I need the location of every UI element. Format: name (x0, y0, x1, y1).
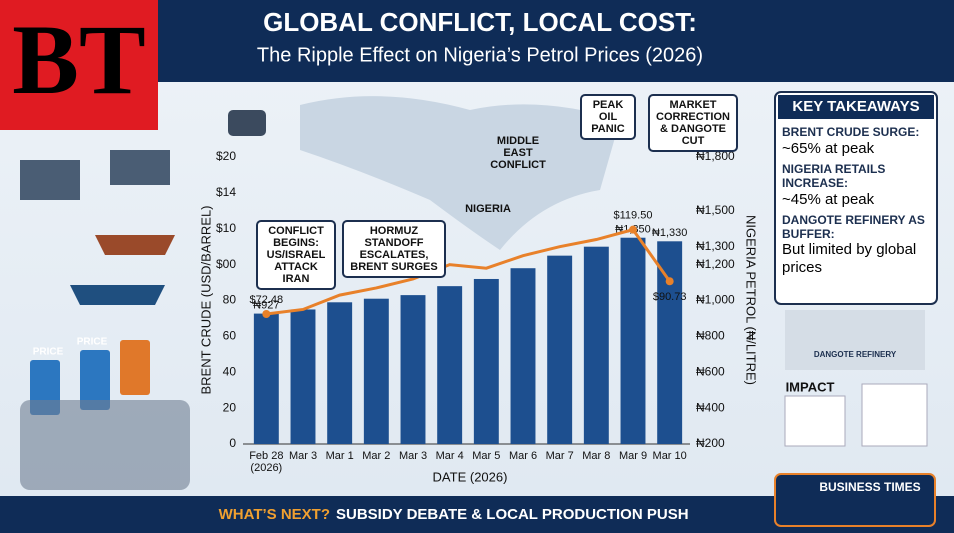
x-axis-title: DATE (2026) (433, 469, 508, 484)
annotation: NIGERIA (465, 203, 511, 215)
y2-tick-label: ₦1,300 (696, 239, 735, 253)
line-value-label: $72.48 (250, 294, 284, 306)
logo: BT (12, 4, 145, 115)
line-value-label: $119.50 (614, 210, 653, 222)
logo-bg (0, 0, 158, 130)
illustration (20, 110, 266, 490)
annotation: PEAK OIL PANIC (580, 94, 636, 141)
bar (363, 298, 389, 444)
takeaway-heading: NIGERIA RETAILS INCREASE: (782, 162, 886, 190)
x-tick-label: Mar 5 (472, 450, 501, 462)
bar (473, 278, 499, 444)
y-tick-label: $10 (216, 221, 236, 235)
subtitle: The Ripple Effect on Nigeria’s Petrol Pr… (257, 44, 703, 66)
y-tick-label: 20 (223, 400, 237, 414)
refinery-illustration (785, 310, 925, 370)
world-map (300, 96, 620, 250)
header-band (0, 0, 954, 82)
x-tick-label: Mar 9 (618, 450, 648, 462)
brand-box (774, 473, 936, 527)
x-tick-label: Mar 10 (652, 450, 687, 462)
footer-lead: WHAT’S NEXT? (219, 506, 330, 523)
y2-tick-label: ₦1,800 (696, 149, 735, 163)
bar (547, 255, 573, 444)
takeaway-heading: BRENT CRUDE SURGE: (782, 125, 920, 139)
y2-tick-label: ₦400 (696, 400, 725, 414)
x-tick-label: Mar 1 (325, 450, 354, 462)
y-tick-label: 0 (229, 436, 236, 450)
y-axis-title: BRENT CRUDE (USD/BARREL) (198, 205, 213, 394)
y-tick-label: 80 (223, 293, 237, 307)
bar (437, 286, 463, 444)
y2-tick-label: ₦1,000 (696, 293, 735, 307)
impact-label: IMPACT (786, 379, 835, 394)
bar (620, 237, 646, 444)
annotation: HORMUZ STANDOFF ESCALATES, BRENT SURGES (342, 220, 446, 279)
bar-value-label: ₦1,330 (652, 227, 687, 239)
y2-tick-label: ₦200 (696, 436, 725, 450)
takeaway-text: ~45% at peak (782, 190, 875, 208)
y2-tick-label: ₦800 (696, 329, 725, 343)
line-point (629, 225, 637, 234)
brand: BUSINESS TIMES (819, 480, 920, 494)
x-tick-label: Mar 3 (398, 450, 428, 462)
y-tick-label: $20 (216, 149, 236, 163)
bar (327, 302, 353, 444)
impact-chart (784, 395, 846, 447)
takeaways-header (778, 95, 934, 119)
line-point (665, 277, 674, 286)
y-tick-label: 40 (223, 364, 237, 378)
takeaways-list: BRENT CRUDE SURGE: ~65% at peak NIGERIA … (782, 125, 932, 276)
bar-value-label: ₦927 (253, 300, 279, 312)
y-tick-label: $14 (216, 185, 236, 199)
bar (290, 309, 316, 444)
x-tick-label: Mar 3 (288, 450, 318, 462)
x-tick-label: Mar 8 (582, 450, 611, 462)
x-tick-label: Feb 28 (2026) (249, 450, 284, 475)
line (266, 227, 671, 316)
y2-tick-label: ₦1,500 (696, 203, 735, 217)
takeaways-title: KEY TAKEAWAYS (792, 98, 919, 115)
bar (657, 241, 683, 444)
price-sign: PRICE (77, 337, 108, 348)
takeaways-panel (774, 91, 938, 305)
takeaway-heading: DANGOTE REFINERY AS BUFFER: (782, 212, 925, 241)
line-value-label: $90.73 (653, 291, 687, 303)
y-tick-label: $00 (216, 257, 236, 271)
y-tick-label: 60 (223, 329, 237, 343)
y2-tick-label: ₦600 (696, 364, 725, 378)
y2-tick-label: ₦1,200 (696, 257, 735, 271)
x-tick-label: Mar 6 (508, 450, 538, 462)
annotation: MIDDLE EAST CONFLICT (490, 135, 546, 172)
bar (400, 295, 426, 444)
x-tick-label: Mar 4 (435, 450, 464, 462)
annotation: MARKET CORRECTION & DANGOTE CUT (648, 94, 738, 153)
footer-text: SUBSIDY DEBATE & LOCAL PRODUCTION PUSH (336, 506, 689, 523)
line-point (262, 309, 271, 318)
x-tick-label: Mar 7 (545, 450, 574, 462)
takeaway-text: But limited by global prices (782, 241, 917, 276)
impact-chart (861, 383, 928, 447)
bar (583, 246, 609, 444)
bar (510, 268, 536, 444)
x-tick-label: Mar 2 (362, 450, 391, 462)
y2-axis-title: NIGERIA PETROL (₦/LITRE) (744, 215, 759, 385)
bar (253, 313, 279, 444)
refinery-label: DANGOTE REFINERY (814, 350, 897, 359)
price-sign: PRICE (33, 347, 64, 358)
title: GLOBAL CONFLICT, LOCAL COST: (263, 7, 697, 37)
takeaway-text: ~65% at peak (782, 139, 875, 157)
annotation: CONFLICT BEGINS: US/ISRAEL ATTACK IRAN (256, 220, 336, 291)
